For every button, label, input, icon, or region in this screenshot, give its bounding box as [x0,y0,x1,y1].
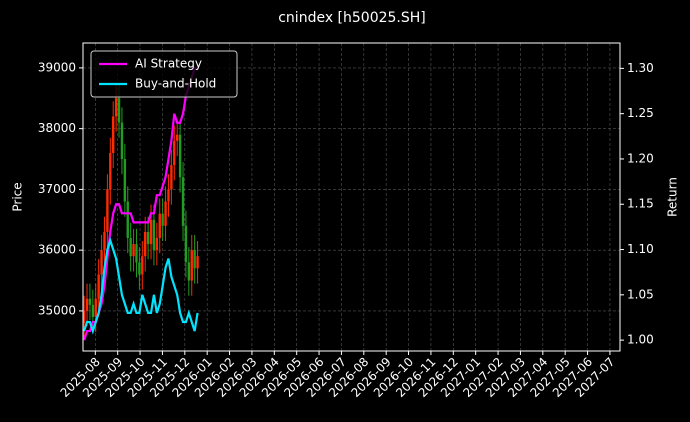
candle-body [146,231,150,245]
plot-frame [82,42,621,352]
y-tick-label: 36000 [38,243,76,257]
legend: AI Strategy Buy-and-Hold [90,50,238,98]
legend-label: AI Strategy [135,57,202,71]
y2-axis-label: Return [666,177,680,217]
candle-body [117,98,121,123]
y2-tick-label: 1.20 [627,151,654,165]
y2-tick-label: 1.15 [627,197,654,211]
candle-body [167,189,170,202]
chart-title: cnindex [h50025.SH] [278,10,426,26]
line-series [83,67,198,341]
candle-body [138,262,141,275]
candle-body [103,231,106,251]
candle-body [129,238,132,257]
candle-body [178,134,182,178]
y2-tick-label: 1.30 [627,61,654,75]
y-tick-label: 37000 [38,182,76,196]
candle-body [132,244,135,257]
y2-tick-label: 1.00 [627,333,654,347]
candle-body [100,250,103,275]
candle-body [114,98,118,117]
y-tick-label: 35000 [38,303,76,317]
y2-tick-label: 1.25 [627,106,654,120]
legend-box [90,50,238,98]
line-series [83,236,199,335]
candle-body [123,159,127,202]
candle-body [181,177,185,226]
candle-body [141,256,144,275]
candle-body [152,219,156,251]
candle-body [91,304,95,317]
candle-body [144,231,147,257]
candle-body [106,189,109,232]
y-tick-label: 39000 [38,60,76,74]
candle-body [187,262,191,281]
candle-body [184,225,188,263]
candle-body [173,140,176,166]
candle-body [175,134,179,141]
candle-body [196,256,199,269]
candle-body [161,213,164,226]
candle-body [155,238,159,251]
candle-body [135,244,138,263]
y2-tick-label: 1.10 [627,242,654,256]
candle-body [94,298,97,317]
candle-body [112,116,115,153]
candle-body [190,250,193,281]
candle-body [120,122,124,160]
y-axis-label: Price [11,182,25,211]
candle-body [170,165,173,190]
y-tick-label: 38000 [38,121,76,135]
y2-tick-label: 1.05 [627,287,654,301]
candle-body [158,213,161,239]
candle-body [88,298,92,305]
candle-body [164,201,167,226]
candle-body [149,219,153,245]
candle-body [109,152,112,190]
candle-body [85,298,89,311]
candle-body [193,250,196,269]
legend-label: Buy-and-Hold [135,77,216,91]
candle-body [97,274,100,299]
candle-body [126,201,129,239]
candle-body [82,310,86,324]
